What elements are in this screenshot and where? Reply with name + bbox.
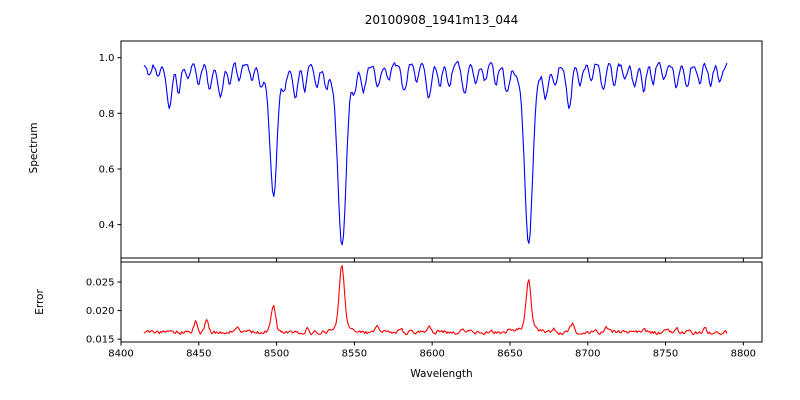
xtick-label: 8800	[731, 349, 756, 360]
xtick-label: 8550	[342, 349, 367, 360]
xtick-label: 8450	[186, 349, 211, 360]
xtick-label: 8500	[264, 349, 289, 360]
xtick-label: 8400	[108, 349, 133, 360]
spectrum-ytick-label: 0.6	[99, 164, 115, 175]
error-ytick-label: 0.025	[86, 278, 115, 289]
xtick-label: 8650	[497, 349, 522, 360]
spectrum-panel: 0.4 0.6 0.8 1.0	[99, 40, 763, 262]
wavelength-axis-label: Wavelength	[410, 368, 473, 380]
xtick-label: 8600	[419, 349, 444, 360]
spectrum-ytick-label: 0.8	[99, 109, 115, 120]
chart-title: 20100908_1941m13_044	[364, 13, 519, 27]
error-line	[143, 265, 728, 336]
spectrum-ytick-label: 1.0	[99, 53, 115, 64]
error-panel: 0.015 0.020 0.025 8400 8450 8500 8550 8600 8650 8…	[86, 261, 763, 360]
xtick-label: 8700	[575, 349, 600, 360]
spectrum-panel-frame	[120, 40, 763, 259]
error-ytick-label: 0.020	[86, 306, 115, 317]
error-panel-frame	[120, 261, 763, 343]
spectrum-line	[143, 60, 728, 246]
spectrum-ytick-label: 0.4	[99, 220, 115, 231]
error-ytick-label: 0.015	[86, 335, 115, 346]
xtick-label: 8750	[653, 349, 678, 360]
